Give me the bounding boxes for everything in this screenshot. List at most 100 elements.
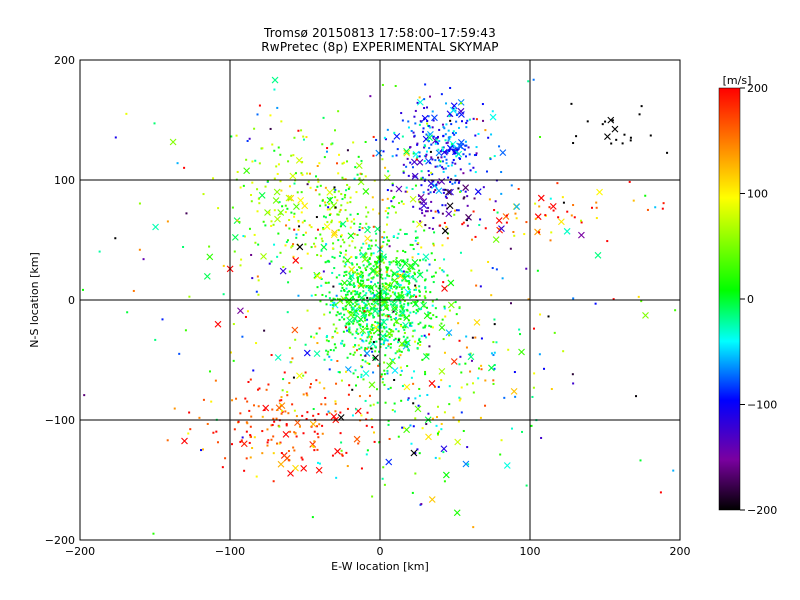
dot-marker (659, 491, 662, 494)
dot-marker (401, 426, 404, 429)
dot-marker (427, 188, 430, 191)
dot-marker (474, 235, 477, 238)
dot-marker (357, 284, 360, 287)
dot-marker (439, 164, 442, 167)
dot-marker (407, 126, 410, 129)
dot-marker (326, 221, 329, 224)
dot-marker (414, 417, 417, 420)
dot-marker (346, 356, 349, 359)
dot-marker (428, 125, 431, 128)
dot-marker (393, 324, 396, 327)
dot-marker (397, 282, 400, 285)
dot-marker (339, 411, 342, 414)
dot-marker (377, 333, 380, 336)
dot-marker (369, 290, 372, 293)
dot-marker (435, 315, 438, 318)
dot-marker (396, 273, 399, 276)
dot-marker (285, 423, 288, 426)
dot-marker (367, 286, 370, 289)
dot-marker (460, 411, 463, 414)
dot-marker (362, 340, 365, 343)
dot-marker (399, 302, 402, 305)
cross-marker (237, 307, 244, 315)
dot-marker (340, 441, 343, 444)
dot-marker (424, 286, 427, 289)
dot-marker (346, 219, 349, 222)
dot-marker (302, 135, 305, 138)
dot-marker (310, 335, 313, 338)
dot-marker (418, 289, 421, 292)
cross-marker (331, 229, 338, 237)
dot-marker (451, 132, 454, 135)
cross-marker (499, 149, 507, 157)
dot-marker (378, 260, 381, 263)
dot-marker (346, 309, 349, 312)
dot-marker (442, 281, 445, 284)
dot-marker (368, 314, 371, 317)
dot-marker (380, 291, 383, 294)
dot-marker (387, 266, 390, 269)
dot-marker (462, 221, 465, 224)
dot-marker (420, 335, 423, 338)
dot-marker (360, 334, 363, 337)
dot-marker (409, 146, 412, 149)
dot-marker (477, 377, 480, 380)
dot-marker (338, 282, 341, 285)
dot-marker (372, 135, 375, 138)
dot-marker (302, 374, 305, 377)
dot-marker (344, 308, 347, 311)
dot-marker (443, 155, 446, 158)
dot-marker (562, 201, 565, 204)
dot-marker (288, 227, 291, 230)
dot-marker (333, 343, 336, 346)
dot-marker (444, 133, 447, 136)
dot-marker (411, 335, 414, 338)
dot-marker (410, 275, 413, 278)
dot-marker (340, 379, 343, 382)
dot-marker (442, 149, 445, 152)
dot-marker (423, 160, 426, 163)
dot-marker (458, 399, 461, 402)
dot-marker (407, 397, 410, 400)
dot-marker (457, 322, 460, 325)
cross-marker (274, 354, 282, 361)
cross-marker (449, 140, 457, 148)
dot-marker (499, 453, 502, 456)
dot-marker (496, 211, 499, 214)
dot-marker (406, 190, 409, 193)
dot-marker (362, 290, 365, 293)
dot-marker (294, 432, 297, 435)
dot-marker (301, 414, 304, 417)
dot-marker (573, 216, 576, 219)
dot-marker (358, 306, 361, 309)
dot-marker (403, 331, 406, 334)
dot-marker (391, 278, 394, 281)
dot-marker (525, 267, 528, 270)
dot-marker (276, 106, 279, 109)
dot-marker (433, 231, 436, 234)
dot-marker (333, 301, 336, 304)
dot-marker (334, 188, 337, 191)
dot-marker (289, 430, 292, 433)
y-tick-label: −100 (45, 414, 75, 427)
dot-marker (287, 160, 290, 163)
dot-marker (478, 224, 481, 227)
dot-marker (369, 404, 372, 407)
dot-marker (345, 370, 348, 373)
dot-marker (217, 207, 220, 210)
dot-marker (271, 143, 274, 146)
dot-marker (421, 358, 424, 361)
dot-marker (356, 320, 359, 323)
dot-marker (266, 441, 269, 444)
dot-marker (349, 196, 352, 199)
dot-marker (395, 317, 398, 320)
cross-marker (287, 469, 294, 477)
dot-marker (308, 224, 311, 227)
dot-marker (264, 185, 267, 188)
dot-marker (360, 159, 363, 162)
dot-marker (403, 260, 406, 263)
dot-marker (354, 369, 357, 372)
dot-marker (390, 333, 393, 336)
dot-marker (381, 282, 384, 285)
dot-marker (452, 416, 455, 419)
